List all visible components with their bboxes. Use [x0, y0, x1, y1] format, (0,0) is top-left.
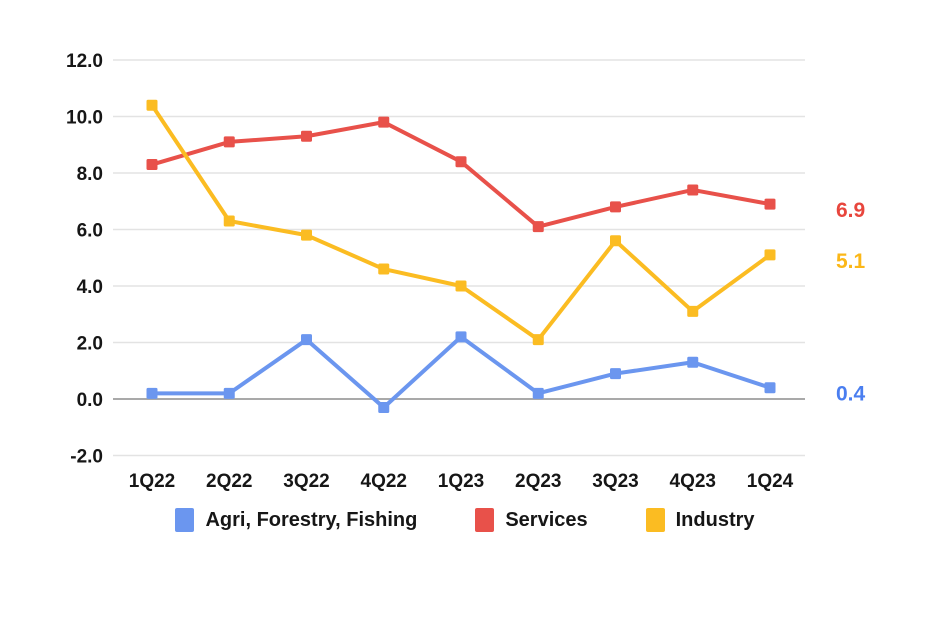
data-point-marker — [301, 130, 312, 142]
x-axis-tick-label: 1Q23 — [438, 471, 484, 492]
series-end-value-label: 0.4 — [836, 383, 866, 406]
legend-swatch-icon — [645, 508, 665, 532]
data-point-marker — [532, 387, 544, 399]
x-axis-tick-label: 3Q23 — [592, 471, 638, 492]
data-point-marker — [301, 229, 312, 241]
x-axis-tick-label: 3Q22 — [283, 471, 329, 492]
data-point-marker — [223, 215, 235, 227]
data-point-marker — [764, 382, 776, 394]
data-point-marker — [378, 116, 390, 128]
legend-swatch-icon — [475, 508, 495, 532]
data-point-marker — [764, 198, 776, 210]
x-axis-tick-label: 4Q22 — [361, 471, 407, 492]
data-point-marker — [378, 263, 390, 275]
data-point-marker — [455, 156, 467, 168]
series-end-value-label: 6.9 — [836, 199, 865, 222]
series-line-agri-forestry-fishing — [150, 334, 772, 410]
legend-label: Industry — [675, 508, 755, 531]
chart-canvas: 12.0 10.0 8.0 6.0 4.0 2.0 0.0 -2.0 1Q22 2Q22 3Q22 4… — [66, 51, 866, 492]
data-point-marker — [146, 387, 158, 399]
y-axis-tick-label: 4.0 — [77, 277, 103, 298]
data-point-marker — [146, 99, 158, 111]
data-point-marker — [223, 136, 235, 148]
data-point-marker — [764, 249, 776, 261]
x-axis-tick-label: 1Q22 — [129, 471, 175, 492]
y-axis-tick-label: 2.0 — [77, 334, 103, 355]
y-axis-tick-label: 12.0 — [66, 51, 103, 72]
legend-label: Agri, Forestry, Fishing — [205, 508, 418, 531]
data-point-marker — [301, 334, 312, 346]
data-point-marker — [146, 159, 158, 171]
data-point-marker — [610, 201, 621, 213]
x-axis-tick-label: 4Q23 — [670, 471, 716, 492]
legend-label: Services — [505, 508, 588, 531]
series-end-value-label: 5.1 — [836, 250, 866, 273]
x-axis-tick-label: 1Q24 — [747, 471, 794, 492]
y-axis-tick-label: 10.0 — [66, 108, 103, 129]
data-point-marker — [610, 235, 621, 247]
data-point-marker — [532, 334, 544, 346]
series-line-services — [150, 120, 772, 229]
data-point-marker — [687, 305, 699, 317]
legend-item-industry: Industry — [645, 508, 755, 532]
data-point-marker — [532, 221, 544, 233]
y-axis-tick-label: 8.0 — [77, 164, 103, 185]
data-point-marker — [378, 401, 390, 413]
y-axis-tick-label: 6.0 — [77, 221, 103, 242]
x-axis-tick-label: 2Q22 — [206, 471, 252, 492]
data-point-marker — [687, 184, 699, 196]
x-axis-tick-label: 2Q23 — [515, 471, 561, 492]
data-point-marker — [687, 356, 699, 368]
legend-item-services: Services — [475, 508, 588, 532]
chart-legend: Agri, Forestry, Fishing Services Industry — [0, 508, 930, 532]
y-axis-tick-label: 0.0 — [77, 390, 103, 411]
data-point-marker — [223, 387, 235, 399]
data-point-marker — [610, 368, 621, 380]
legend-swatch-icon — [175, 508, 195, 532]
data-point-marker — [455, 280, 467, 292]
legend-item-agri-forestry-fishing: Agri, Forestry, Fishing — [175, 508, 417, 532]
y-axis-tick-label: -2.0 — [70, 447, 103, 468]
data-point-marker — [455, 331, 467, 343]
